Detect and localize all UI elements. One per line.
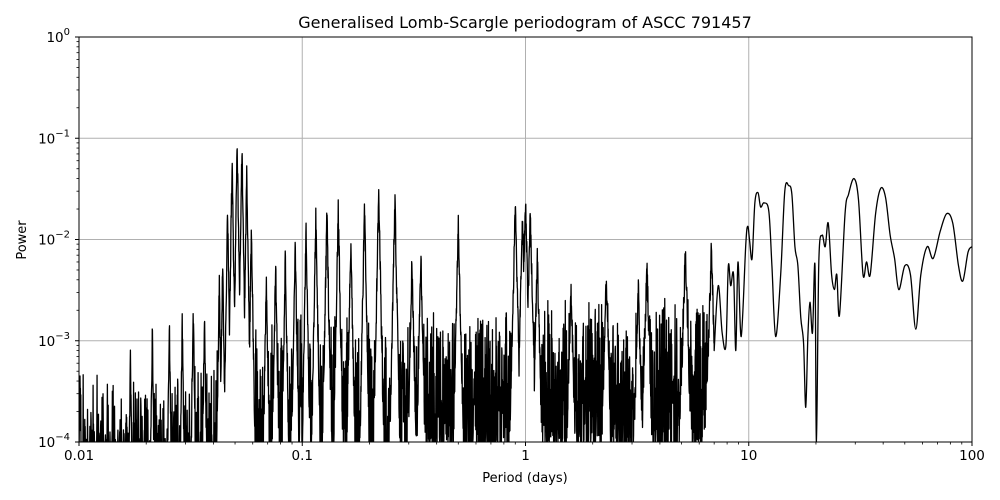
x-axis-label: Period (days) [482, 471, 568, 486]
y-axis-label: Power [15, 220, 30, 260]
chart-title: Generalised Lomb-Scargle periodogram of … [298, 13, 752, 32]
y-tick-label: 10−2 [38, 230, 70, 249]
y-tick-label: 10−3 [38, 331, 70, 350]
grid-lines [79, 37, 972, 442]
x-tick-label: 100 [959, 448, 985, 464]
x-tick-label: 1 [521, 448, 530, 464]
y-tick-label: 10−1 [38, 128, 70, 147]
x-tick-label: 10 [740, 448, 757, 464]
x-tick-label: 0.1 [292, 448, 313, 464]
periodogram-line [79, 148, 972, 442]
x-axis-ticks: 0.01 0.1 1 10 100 [64, 442, 985, 464]
x-tick-label: 0.01 [64, 448, 94, 464]
y-axis-ticks: 10−4 10−3 10−2 10−1 100 [38, 27, 79, 451]
y-tick-label: 100 [46, 27, 70, 46]
y-tick-label: 10−4 [38, 432, 70, 451]
